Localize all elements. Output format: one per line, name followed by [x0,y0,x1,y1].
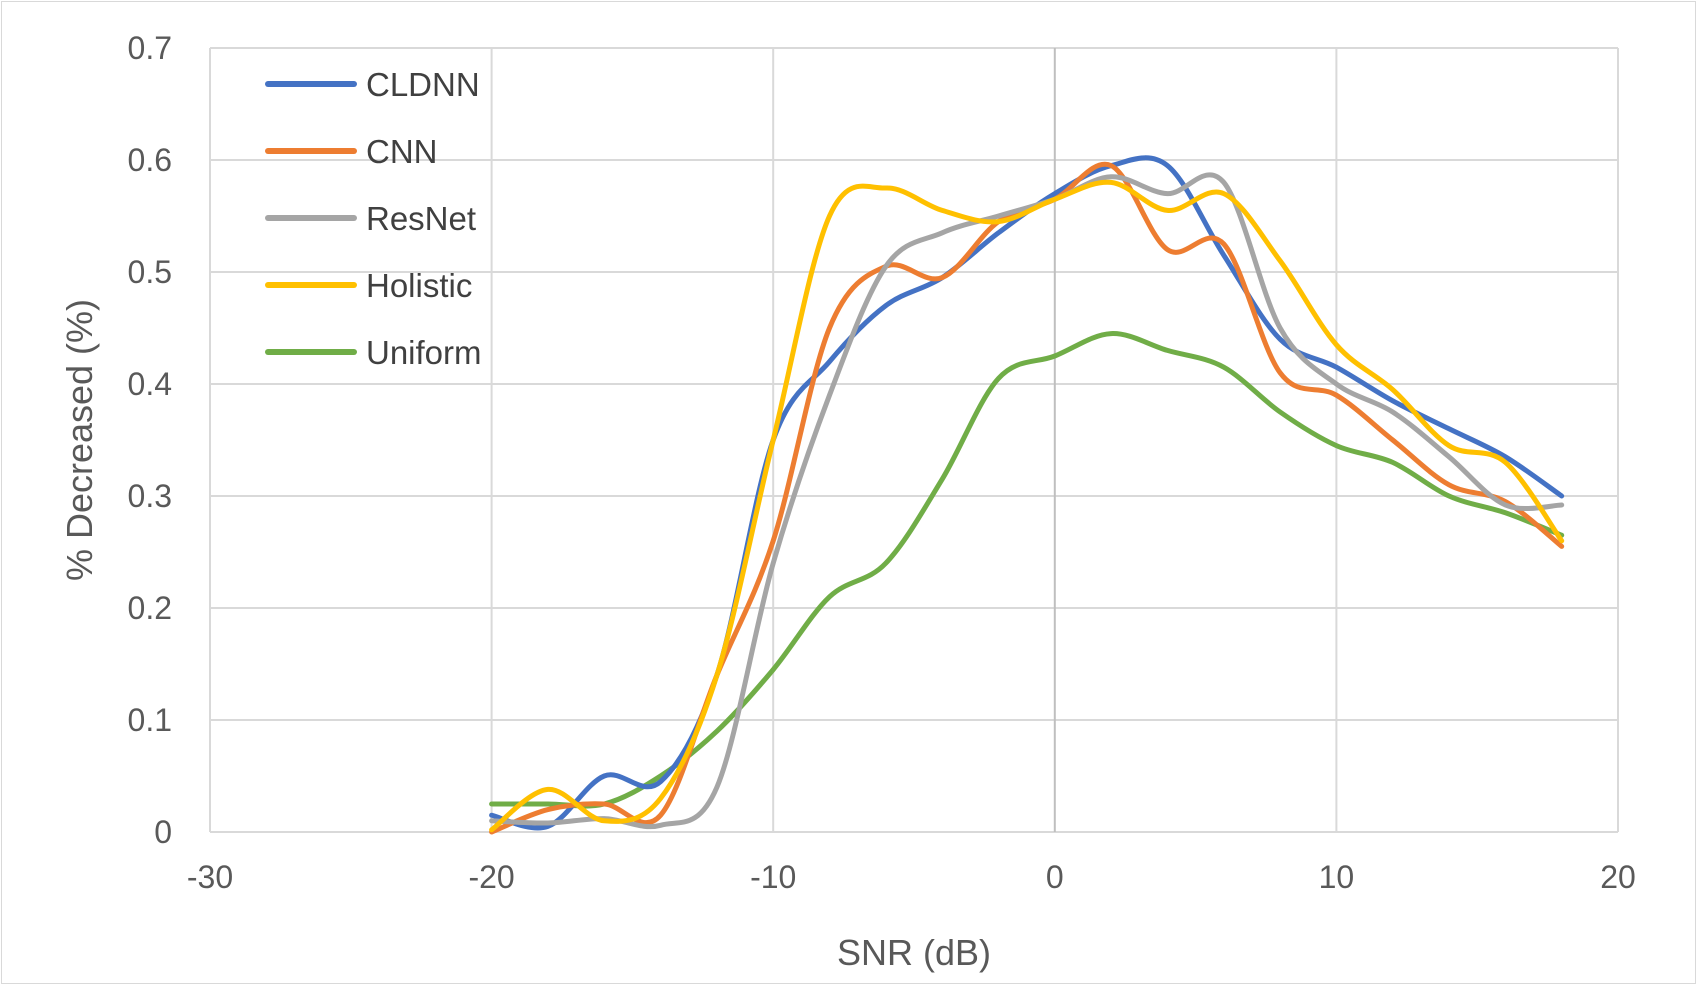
y-tick-label: 0.7 [128,30,172,66]
x-tick-label: 0 [1046,859,1064,895]
series-line-cnn [489,161,1565,835]
series-lines [489,155,1565,835]
y-tick-label: 0.3 [128,478,172,514]
y-tick-label: 0.4 [128,366,172,402]
x-tick-label: 20 [1600,859,1636,895]
legend-label-cnn: CNN [366,133,438,170]
x-axis-title: SNR (dB) [837,932,991,973]
legend-label-uniform: Uniform [366,334,482,371]
series-line-cldnn [489,155,1565,831]
legend: CLDNN CNN ResNet Holistic Uniform [265,66,482,371]
y-tick-label: 0.5 [128,254,172,290]
y-tick-label: 0.6 [128,142,172,178]
y-tick-label: 0 [154,814,172,850]
x-tick-label: 10 [1319,859,1355,895]
x-tick-label: -10 [750,859,796,895]
series-line-holistic [489,179,1565,833]
y-tick-label: 0.2 [128,590,172,626]
legend-label-holistic: Holistic [366,267,472,304]
y-axis-title: % Decreased (%) [59,299,100,581]
x-tick-label: -20 [468,859,514,895]
series-line-resnet [489,172,1565,830]
x-tick-label: -30 [187,859,233,895]
y-tick-label: 0.1 [128,702,172,738]
grid-lines [209,47,1619,833]
legend-label-cldnn: CLDNN [366,66,480,103]
legend-label-resnet: ResNet [366,200,476,237]
tick-labels: 0 0.1 0.2 0.3 0.4 0.5 0.6 0.7 -30 -20 -10 0 10 20 [128,30,1636,895]
